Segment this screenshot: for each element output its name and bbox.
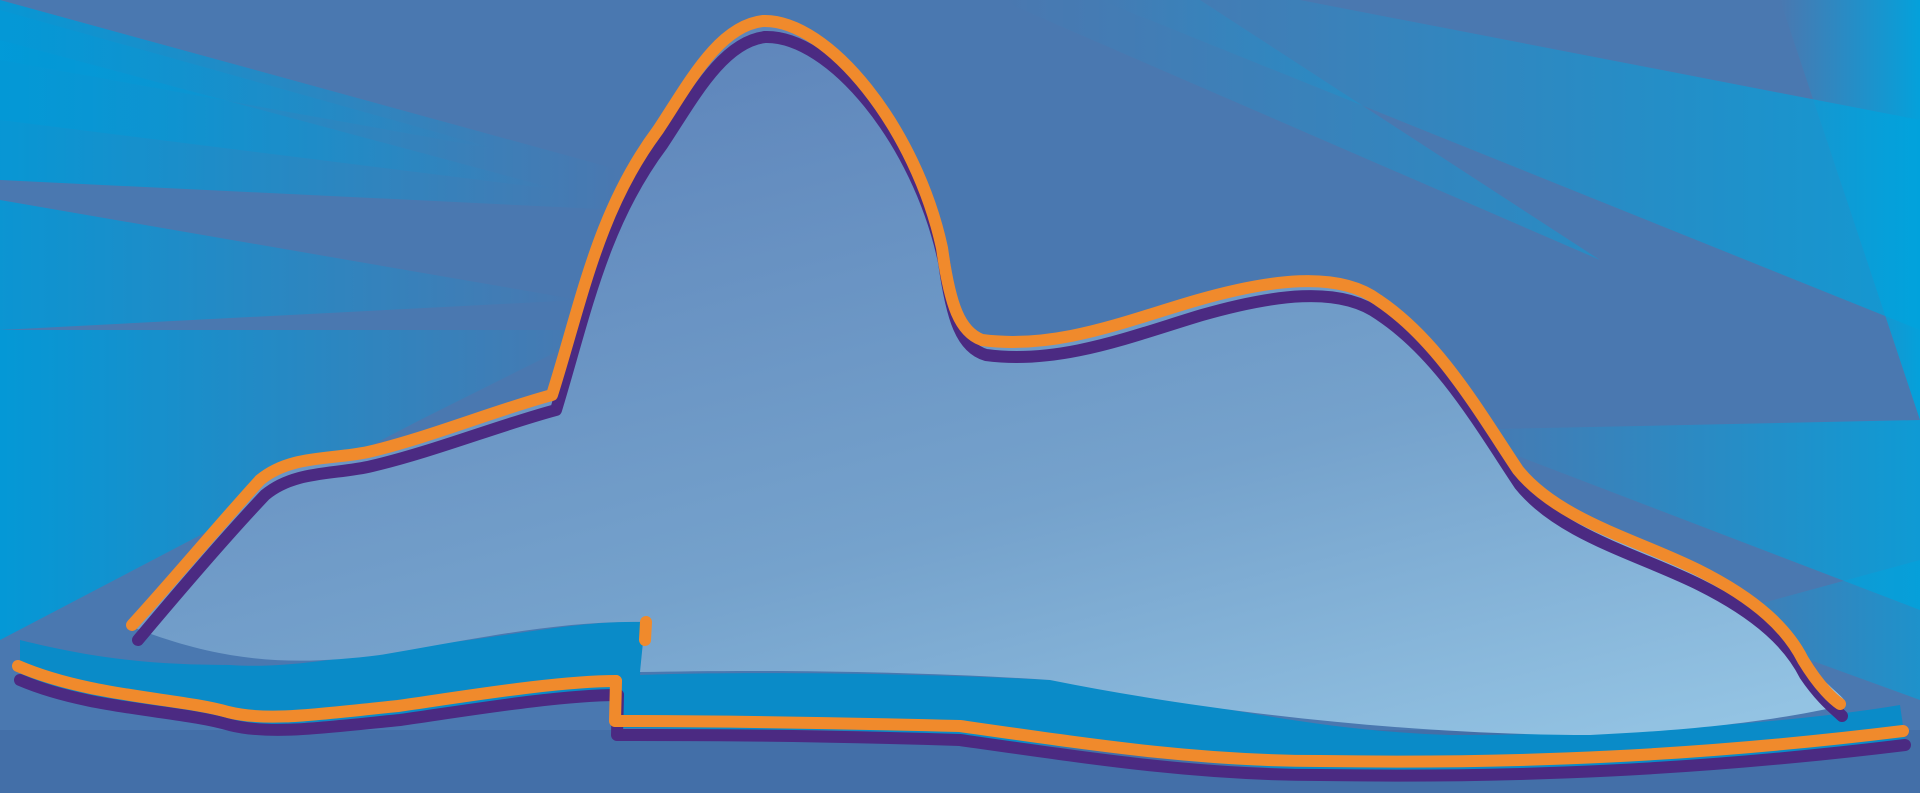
left-light-rays <box>0 0 620 640</box>
water-band <box>20 621 1905 771</box>
outline-highlight <box>12 14 1909 768</box>
mountain-silhouette <box>135 21 1846 735</box>
right-light-rays <box>1000 0 1920 700</box>
